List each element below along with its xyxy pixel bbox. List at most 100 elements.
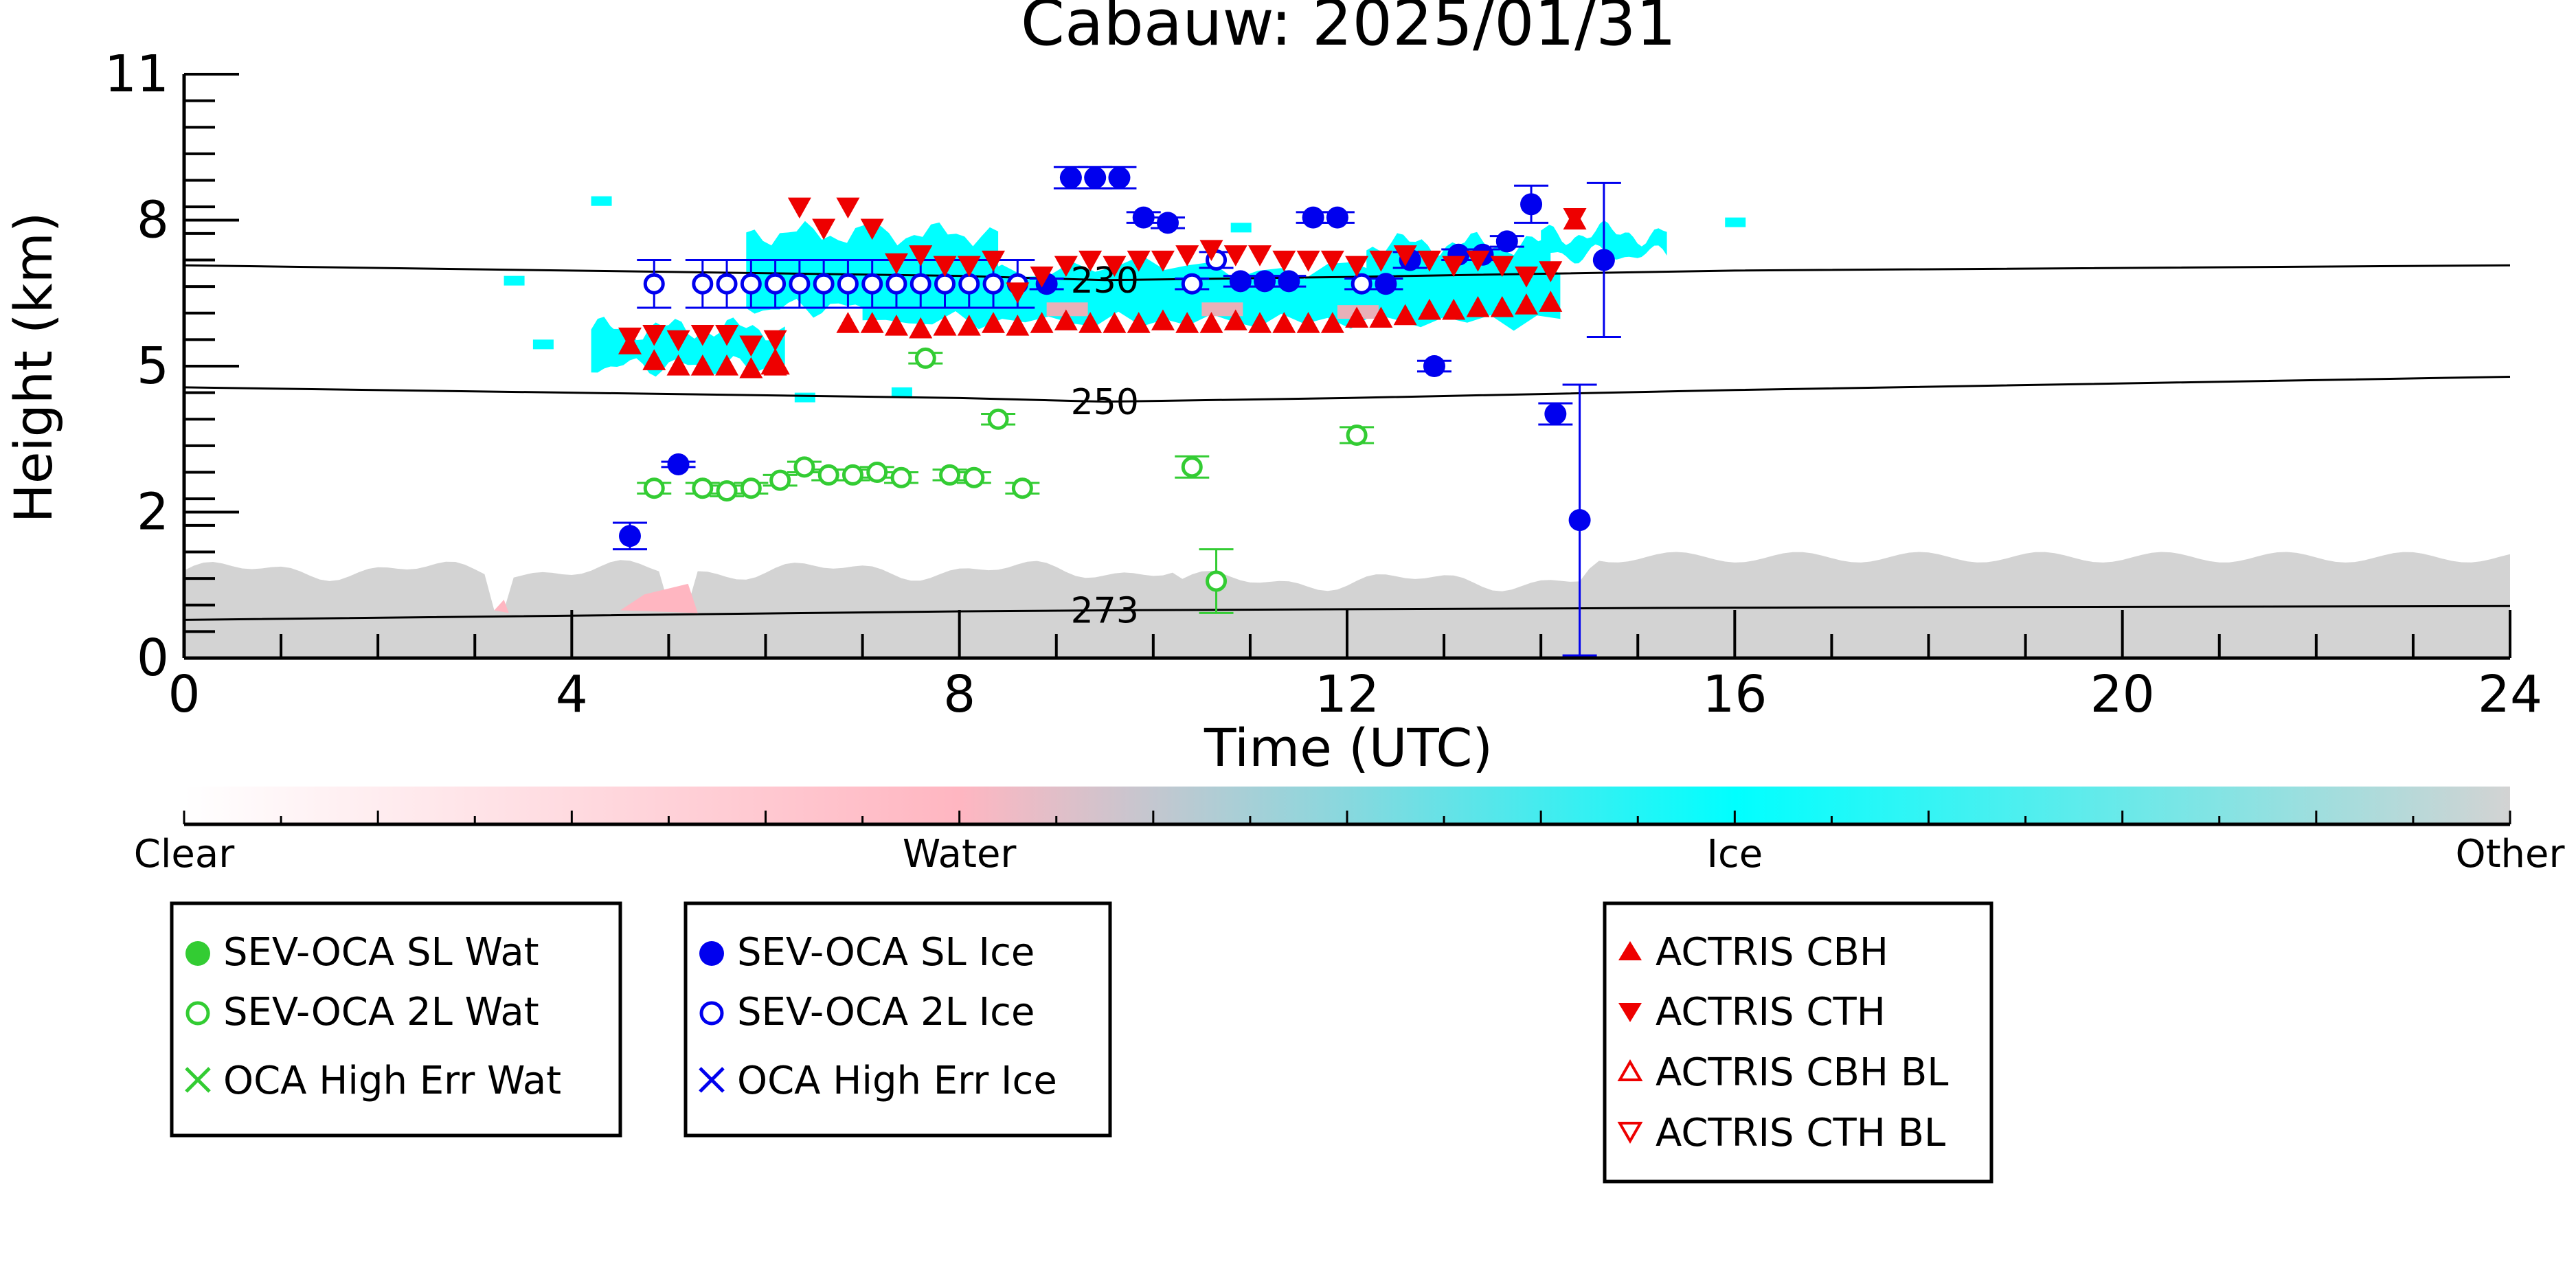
data-point [1539, 261, 1563, 282]
ice-cloud-region [591, 317, 785, 377]
legend-label: SEV-OCA 2L Wat [223, 990, 539, 1035]
data-point [836, 312, 860, 333]
data-point [763, 330, 787, 352]
data-point [1248, 312, 1272, 333]
legend-item-sev-oca-2l-ice: SEV-OCA 2L Ice [699, 990, 1035, 1035]
legend-item-actris-cbh-bl: ACTRIS CBH BL [1617, 1050, 1948, 1095]
data-point [914, 347, 936, 369]
data-point [1442, 256, 1466, 278]
data-point [812, 218, 836, 240]
legend-marker-triangle-down [1618, 1003, 1642, 1022]
x-axis-label: Time (UTC) [1204, 717, 1493, 778]
data-layer [612, 166, 1621, 657]
data-point [1568, 509, 1591, 532]
legend-label: ACTRIS CBH [1656, 930, 1888, 975]
data-point [841, 464, 863, 486]
isotherm-label: 273 [1071, 590, 1139, 631]
data-point [885, 273, 907, 295]
y-tick-label: 8 [137, 191, 169, 250]
x-tick-label: 4 [556, 665, 588, 724]
data-point [1302, 206, 1324, 229]
legend-ice: SEV-OCA SL Ice SEV-OCA 2L Ice OCA High E… [683, 901, 1112, 1138]
y-tick-label: 0 [137, 629, 169, 688]
data-point [1248, 245, 1272, 267]
data-point [1078, 312, 1103, 333]
series-actris-cbh [618, 208, 1587, 379]
data-point [860, 218, 884, 240]
data-point [666, 354, 690, 376]
legend-label: ACTRIS CBH BL [1656, 1050, 1948, 1095]
data-point [1223, 309, 1247, 330]
data-point [1490, 296, 1514, 317]
legend-water: SEV-OCA SL Wat SEV-OCA 2L Wat OCA High E… [170, 901, 622, 1138]
data-point [982, 273, 1004, 295]
data-point [982, 250, 1006, 272]
legend-ice-frame [683, 901, 1112, 1138]
plot-area: 230 250 273 0 2 5 8 11 0 4 8 12 16 20 24 [104, 45, 2542, 724]
data-point [1442, 298, 1466, 320]
data-point [1495, 230, 1518, 253]
data-point [1175, 312, 1199, 333]
data-point [909, 317, 933, 339]
isotherm-line [183, 376, 2511, 403]
data-point [1132, 206, 1155, 229]
data-point [692, 273, 714, 295]
x-tick-label: 12 [1315, 665, 1379, 724]
data-point [817, 464, 839, 486]
data-point [1369, 250, 1393, 272]
x-tick-label: 16 [1702, 665, 1767, 724]
data-point [957, 256, 981, 278]
data-point [1103, 256, 1127, 278]
data-point [716, 480, 738, 502]
y-tick-label: 11 [104, 45, 169, 104]
data-point [642, 325, 666, 346]
data-point [987, 408, 1009, 430]
isotherm-line [183, 605, 2511, 621]
data-point [890, 466, 912, 488]
data-point [1151, 309, 1175, 330]
x-tick-label: 8 [943, 665, 975, 724]
data-point [909, 273, 931, 295]
series-sev-oca-sl-ice [612, 166, 1621, 657]
data-point [789, 273, 811, 295]
data-point [861, 273, 883, 295]
data-point [1030, 312, 1054, 333]
data-point [1393, 245, 1417, 267]
ice-cloud-fragment [532, 339, 554, 350]
data-point [1393, 304, 1417, 326]
data-point [982, 312, 1006, 333]
x-tick-label: 0 [168, 665, 200, 724]
data-point [1466, 250, 1490, 272]
data-point [933, 256, 957, 278]
legend-actris-frame [1603, 901, 1993, 1184]
y-tick-label: 2 [137, 483, 169, 542]
data-point [836, 197, 860, 219]
data-point [1515, 267, 1539, 288]
legend-item-actris-cbh: ACTRIS CBH [1618, 930, 1888, 975]
legend-label: ACTRIS CTH [1656, 990, 1886, 1035]
legend-label: OCA High Err Wat [223, 1059, 561, 1103]
data-point [1351, 273, 1372, 295]
legend-item-sev-oca-sl-ice: SEV-OCA SL Ice [699, 930, 1035, 975]
legend-item-actris-cth-bl: ACTRIS CTH BL [1617, 1111, 1945, 1155]
data-point [642, 349, 666, 370]
data-point [739, 335, 763, 357]
data-point [643, 477, 665, 499]
legend-marker-filled-circle [699, 941, 724, 966]
series-actris-cbh-bl [760, 348, 790, 375]
legend-label: ACTRIS CTH BL [1656, 1111, 1945, 1155]
y-tick-label: 5 [137, 337, 169, 396]
data-point [690, 354, 714, 376]
data-point [1030, 267, 1054, 288]
data-point [957, 315, 981, 336]
ice-cloud-fragment [794, 392, 815, 403]
legend-item-oca-high-err-ice: OCA High Err Ice [699, 1059, 1057, 1103]
data-point [1006, 315, 1030, 336]
mixed-cloud-fragment [1046, 302, 1088, 317]
data-point [1272, 250, 1296, 272]
data-point [1254, 270, 1276, 293]
data-point [1229, 270, 1252, 293]
legend-marker-triangle-up [1618, 941, 1642, 960]
water-cloud-patch [494, 600, 509, 613]
legend-label: SEV-OCA 2L Ice [737, 990, 1035, 1035]
